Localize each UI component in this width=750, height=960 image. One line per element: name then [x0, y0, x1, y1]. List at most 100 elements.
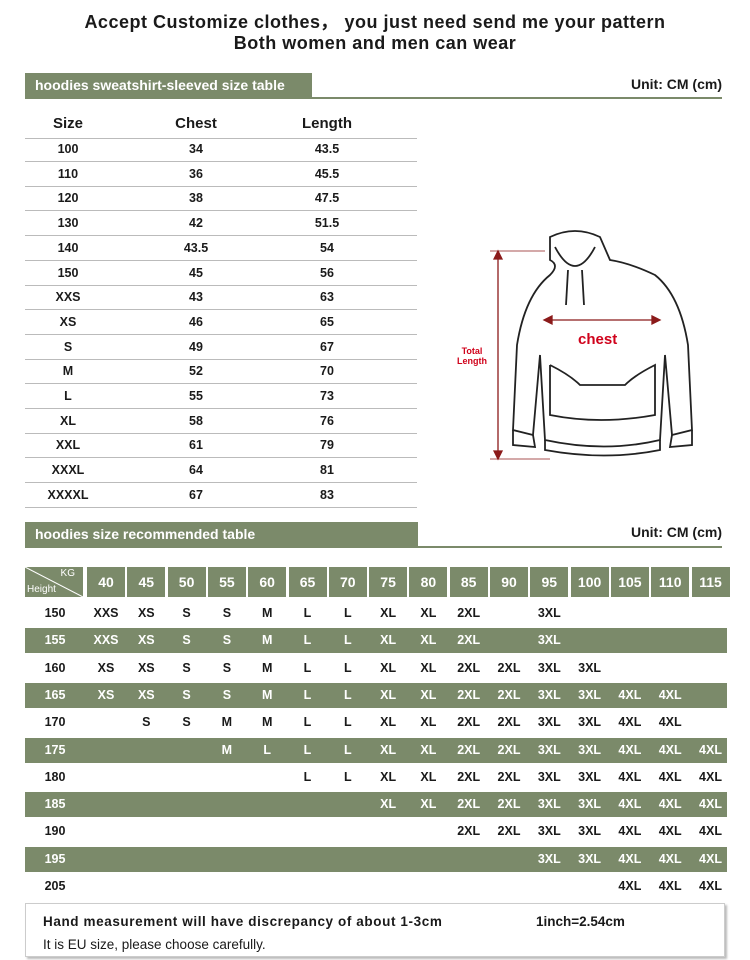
table-cell: 61	[189, 438, 203, 453]
column-header: Size	[52, 115, 84, 132]
size-cell: XL	[380, 633, 397, 648]
size-cell: XL	[380, 606, 397, 620]
size-cell: L	[343, 633, 352, 648]
row-divider	[25, 259, 417, 261]
table-row: 190 2XL 2XL 3XL 3XL 4XL 4XL 4XL	[25, 819, 727, 844]
row-divider	[25, 408, 417, 409]
size-cell: 2XL	[457, 687, 481, 702]
column-header: Length	[302, 115, 352, 132]
column-header: Chest	[175, 115, 217, 132]
table-cell: 150	[57, 265, 79, 280]
table-cell: 73	[320, 389, 334, 403]
table-cell: 79	[320, 438, 334, 453]
note-conversion: 1inch=2.54cm	[536, 914, 625, 929]
divider	[25, 97, 722, 99]
size-cell: 4XL	[699, 797, 722, 812]
table-cell: L	[64, 389, 72, 403]
size-cell: S	[222, 660, 232, 675]
size-cell: 3XL	[537, 851, 561, 866]
size-cell: L	[303, 769, 312, 784]
headline: Accept Customize clothes， you just need …	[84, 12, 666, 32]
size-cell: XL	[380, 742, 397, 757]
size-cell: S	[182, 660, 191, 675]
size-cell: 3XL	[578, 742, 602, 757]
height-cell: 165	[44, 687, 66, 702]
weight-header: 75	[369, 567, 408, 597]
size-cell: 2XL	[497, 797, 521, 812]
size-cell: M	[261, 660, 273, 675]
table-cell: 47.5	[314, 191, 340, 206]
size-cell: 3XL	[578, 687, 602, 702]
row-divider	[25, 383, 417, 385]
table-cell: 70	[320, 364, 334, 379]
weight-header: 90	[490, 567, 528, 597]
table-cell: 76	[320, 413, 334, 428]
weight-header: 55	[207, 567, 246, 597]
weight-header: 65	[288, 567, 327, 597]
table-cell: 55	[189, 389, 203, 403]
size-cell: 4XL	[618, 879, 642, 893]
size-cell: XS	[137, 606, 155, 620]
size-cell: 2XL	[457, 660, 481, 675]
table-row: 155 XXS XS S S M L L XL XL 2XL 3XL	[25, 628, 727, 654]
table-cell: XXXL	[51, 463, 85, 478]
table-cell: 45.5	[314, 166, 340, 181]
size-cell: XS	[97, 660, 115, 675]
table-cell: 83	[320, 487, 334, 502]
size-cell: 4XL	[618, 769, 642, 784]
height-cell: 175	[44, 742, 66, 757]
table-cell: XXS	[55, 290, 81, 305]
weight-header: 50	[167, 567, 206, 597]
height-cell: 160	[44, 660, 66, 675]
table-cell: 67	[189, 487, 203, 502]
size-cell: XL	[420, 715, 437, 730]
size-cell: 2XL	[457, 824, 481, 839]
table-cell: 140	[57, 240, 79, 255]
size-cell: 4XL	[658, 824, 682, 839]
size-cell: 4XL	[618, 851, 642, 866]
table-row: 205 4XL 4XL 4XL	[25, 874, 727, 899]
table-row: 175 M L L L XL XL 2XL 2XL 3XL 3XL 4XL 4XL 4XL	[25, 737, 727, 763]
diagonal-divider	[25, 567, 83, 597]
row-divider	[25, 161, 417, 162]
height-cell: 205	[44, 879, 66, 893]
size-cell: 2XL	[497, 715, 521, 730]
size-cell: S	[182, 606, 191, 620]
size-cell: M	[221, 742, 233, 757]
size-cell: 2XL	[457, 606, 481, 620]
weight-header: 100	[570, 567, 609, 597]
table-cell: 100	[57, 142, 79, 156]
size-cell: 3XL	[578, 769, 602, 784]
table-cell: 43.5	[314, 142, 340, 156]
table-row: 180 L L XL XL 2XL 2XL 3XL 3XL 4XL 4XL 4XL	[25, 765, 727, 790]
size-cell: L	[343, 742, 352, 757]
table-cell: 81	[320, 463, 334, 478]
size-cell: 4XL	[699, 851, 722, 866]
table-cell: 67	[320, 339, 334, 354]
size-cell: S	[182, 633, 191, 648]
weight-header: 110	[651, 567, 690, 597]
size-cell: 3XL	[537, 797, 561, 812]
table-cell: 120	[57, 191, 79, 206]
size-cell: 3XL	[578, 797, 602, 812]
row-divider	[25, 432, 417, 434]
size-cell: 4XL	[618, 824, 642, 839]
chest-arrow	[542, 314, 662, 326]
size-cell: XL	[380, 687, 397, 702]
size-cell: L	[343, 606, 352, 620]
weight-header: 80	[409, 567, 448, 597]
size-cell: L	[263, 742, 272, 757]
height-cell: 190	[44, 824, 66, 839]
hoodie-diagram	[490, 230, 693, 461]
row-divider	[25, 482, 417, 484]
table-cell: 46	[189, 314, 203, 329]
size-cell: XS	[137, 633, 155, 648]
table-cell: 49	[189, 339, 203, 354]
weight-header: 60	[248, 567, 287, 597]
table-cell: 54	[320, 240, 334, 255]
height-cell: 150	[44, 606, 66, 620]
weight-header: 70	[328, 567, 367, 597]
size-cell: XL	[420, 769, 437, 784]
table-row: 185 XL XL 2XL 2XL 3XL 3XL 4XL 4XL 4XL	[25, 792, 727, 818]
row-divider	[25, 284, 417, 286]
